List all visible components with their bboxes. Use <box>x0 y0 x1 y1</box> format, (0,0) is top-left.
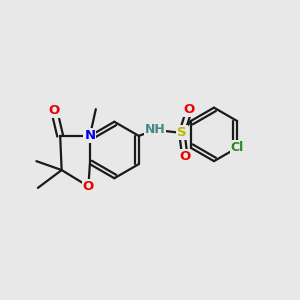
Text: NH: NH <box>145 123 166 136</box>
Text: O: O <box>49 104 60 117</box>
Text: O: O <box>184 103 195 116</box>
Text: N: N <box>84 129 95 142</box>
Text: S: S <box>177 126 187 140</box>
Text: Cl: Cl <box>230 141 244 154</box>
Text: O: O <box>179 150 190 163</box>
Text: O: O <box>83 180 94 193</box>
